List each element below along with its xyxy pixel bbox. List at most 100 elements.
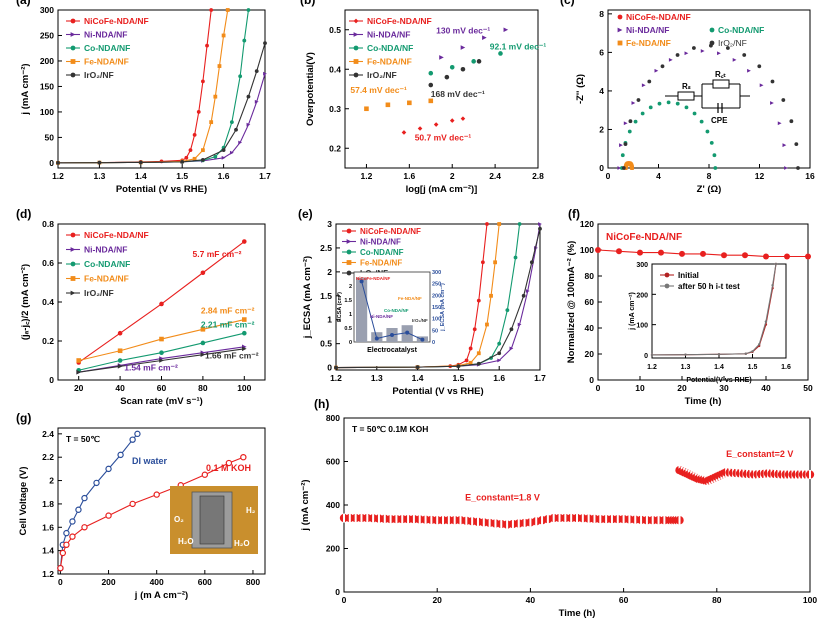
data-point xyxy=(621,166,626,170)
y-tick-label: 0.2 xyxy=(329,143,341,153)
x-tick-label: 200 xyxy=(101,577,115,587)
legend-label: Co-NDA/NF xyxy=(360,248,404,257)
legend-label: Co-NDA/NF xyxy=(367,43,413,53)
data-point xyxy=(401,130,407,135)
data-point-highlight xyxy=(517,518,520,528)
data-point xyxy=(229,120,234,125)
x-tick-label: 80 xyxy=(198,383,208,393)
capacitance-annotation: 1.66 mF cm⁻² xyxy=(205,351,259,361)
y-axis-label: j_ECSA (mA cm⁻²) xyxy=(302,256,313,339)
data-point xyxy=(221,155,226,160)
data-point-highlight xyxy=(599,514,602,524)
data-point xyxy=(684,51,689,56)
legend-marker xyxy=(70,232,76,238)
y-tick-label: 1.8 xyxy=(42,499,54,509)
chart-d: 20 40 60 80 100 0 0.2 0.4 0.6 0.8 Scan rate (mV s⁻… xyxy=(16,207,266,407)
y-tick-label: 150 xyxy=(40,81,54,91)
inset-y-label-left: ECSA (cm²) xyxy=(336,292,343,322)
data-point-highlight xyxy=(587,514,590,524)
data-point xyxy=(476,351,481,356)
data-point xyxy=(117,451,124,459)
data-point xyxy=(480,260,485,265)
data-point xyxy=(117,358,123,363)
x-tick-label: 1.3 xyxy=(93,171,105,181)
data-point xyxy=(200,340,206,346)
inset-left-tick: 1 xyxy=(349,312,352,318)
legend-label: IrO₂/NF xyxy=(367,70,397,80)
data-point xyxy=(757,64,762,69)
data-point xyxy=(242,239,247,244)
data-point xyxy=(428,82,434,88)
data-point xyxy=(460,116,466,121)
y-tick-label: 200 xyxy=(636,292,648,299)
rct-resistor xyxy=(712,79,730,89)
data-point-highlight xyxy=(570,513,573,523)
data-point-highlight xyxy=(558,513,561,523)
data-point xyxy=(666,100,671,105)
data-point-highlight xyxy=(552,513,555,523)
data-point xyxy=(229,150,234,155)
legend-marker xyxy=(346,239,352,244)
data-point xyxy=(805,253,811,260)
voltage-annotation: E_constant=1.8 V xyxy=(465,493,540,503)
y-tick-label: 0.3 xyxy=(329,104,341,114)
x-axis-label: Potential (V vs RHE) xyxy=(116,184,207,195)
data-point xyxy=(675,101,680,106)
data-point xyxy=(105,465,112,473)
legend-label: Co-NDA/NF xyxy=(718,25,764,35)
data-point xyxy=(56,161,60,165)
series-line xyxy=(57,9,212,164)
panel-label: (f) xyxy=(568,207,580,221)
legend-marker xyxy=(709,27,715,33)
y-axis-label: j (mA cm⁻²) xyxy=(300,479,311,531)
data-point xyxy=(781,98,786,102)
x-axis-label: Time (h) xyxy=(559,608,596,619)
legend-label: Fe-NDA/NF xyxy=(360,259,402,268)
rct-label: R꜀ₜ xyxy=(715,70,727,79)
x-tick-label: 0 xyxy=(342,595,347,605)
data-point xyxy=(242,330,247,336)
y-tick-label: 200 xyxy=(40,56,54,66)
y-tick-label: 1.4 xyxy=(42,546,54,556)
data-point-highlight xyxy=(482,517,485,527)
x-tick-label: 40 xyxy=(526,595,536,605)
data-point xyxy=(246,122,251,127)
data-point xyxy=(385,102,391,108)
data-point xyxy=(623,121,628,126)
photo-label: O₂ xyxy=(174,515,184,524)
x-tick-label: 800 xyxy=(246,577,260,587)
data-point-highlight xyxy=(401,514,404,524)
series-line xyxy=(59,433,138,569)
y-tick-label: 2.4 xyxy=(42,429,54,439)
x-axis-label: Scan rate (mV s⁻¹) xyxy=(120,396,203,407)
data-point xyxy=(417,126,423,131)
data-point xyxy=(200,352,206,357)
data-point-highlight xyxy=(535,516,538,526)
data-point xyxy=(497,358,502,363)
legend-label: IrO₂/NF xyxy=(84,70,114,80)
plot-frame xyxy=(57,427,266,575)
legend-label: Co-NDA/NF xyxy=(84,43,130,53)
inset-left-tick: 0.5 xyxy=(344,326,352,332)
legend-marker xyxy=(353,59,359,64)
x-tick-label: 1.5 xyxy=(748,364,758,371)
data-point xyxy=(209,120,214,125)
data-point xyxy=(482,35,487,40)
x-tick-label: 1.5 xyxy=(176,171,188,181)
data-point xyxy=(201,79,205,84)
data-point xyxy=(505,308,510,313)
x-axis-label: Z' (Ω) xyxy=(697,184,722,195)
data-point xyxy=(225,459,233,467)
data-point xyxy=(691,46,696,50)
x-tick-label: 1.6 xyxy=(493,373,505,383)
data-point xyxy=(69,533,76,540)
data-point xyxy=(129,500,136,508)
x-tick-label: 50 xyxy=(803,383,813,393)
data-point xyxy=(69,518,76,525)
legend-marker xyxy=(664,272,670,278)
inset-y-label-right: j_ECSA (mA cm⁻²) xyxy=(439,283,446,332)
data-point xyxy=(221,148,226,153)
x-tick-label: 10 xyxy=(635,383,645,393)
y-tick-label: 800 xyxy=(326,413,340,423)
legend-marker xyxy=(617,40,623,46)
